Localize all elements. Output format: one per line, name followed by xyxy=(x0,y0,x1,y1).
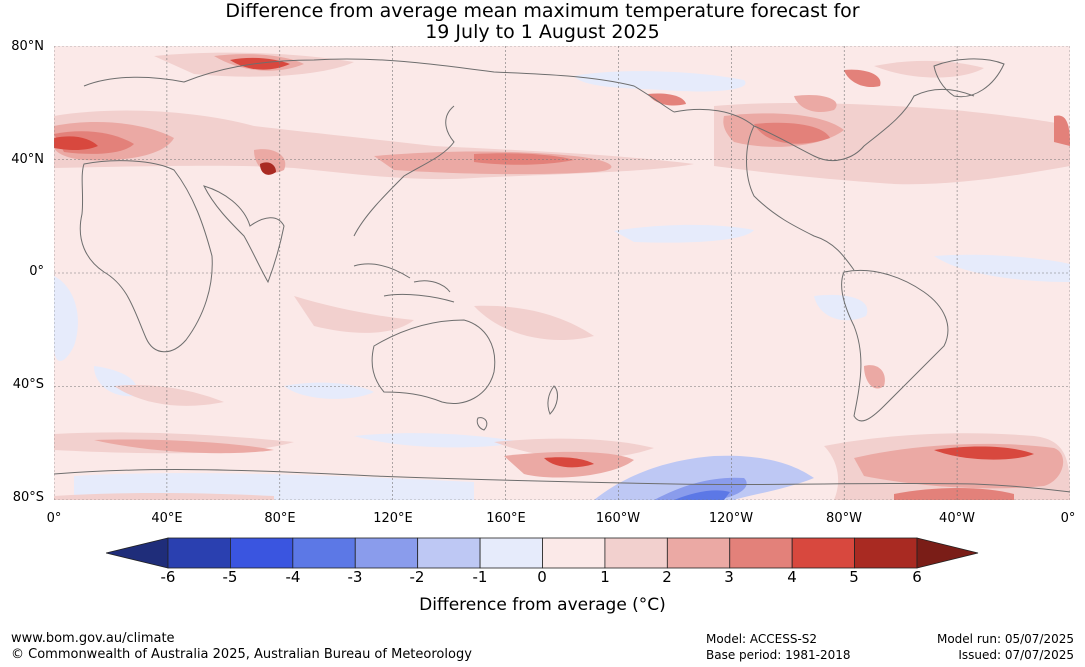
lon-label-0-left: 0° xyxy=(46,511,62,526)
colorbar-bin xyxy=(604,537,668,569)
copyright-text: © Commonwealth of Australia 2025, Austra… xyxy=(11,647,472,662)
colorbar-tick-5: 5 xyxy=(849,568,859,586)
lon-label-160w: 160°W xyxy=(595,511,641,526)
colorbar xyxy=(106,537,979,569)
colorbar-tick-minus2: -2 xyxy=(409,568,425,586)
colorbar-bin xyxy=(230,537,294,569)
colorbar-tick-minus4: -4 xyxy=(285,568,301,586)
colorbar-tick-minus5: -5 xyxy=(222,568,238,586)
anomaly-contours xyxy=(54,52,1070,500)
colorbar-bin xyxy=(729,537,793,569)
colorbar-tick-2: 2 xyxy=(662,568,672,586)
model-text: Model: ACCESS-S2 xyxy=(706,632,818,646)
colorbar-over-arrow xyxy=(916,537,979,569)
colorbar-tick-4: 4 xyxy=(787,568,797,586)
colorbar-bin xyxy=(854,537,918,569)
colorbar-tick-0: 0 xyxy=(537,568,547,586)
lat-label-0: 0° xyxy=(29,264,44,279)
map-title-line-2: 19 July to 1 August 2025 xyxy=(425,21,660,43)
lon-label-80e: 80°E xyxy=(264,511,296,526)
colorbar-bin xyxy=(479,537,543,569)
base-period-text: Base period: 1981-2018 xyxy=(706,648,851,662)
lon-label-160e: 160°E xyxy=(486,511,526,526)
lat-label-40n: 40°N xyxy=(11,152,44,167)
colorbar-bin xyxy=(791,537,855,569)
colorbar-under-arrow xyxy=(106,537,169,569)
lon-label-120w: 120°W xyxy=(708,511,754,526)
coastlines xyxy=(54,58,1070,493)
lat-label-80s: 80°S xyxy=(12,490,44,505)
colorbar-tick-minus3: -3 xyxy=(347,568,363,586)
colorbar-bin xyxy=(354,537,419,569)
colorbar-bin xyxy=(292,537,356,569)
website-text: www.bom.gov.au/climate xyxy=(11,631,175,646)
colorbar-tick-6: 6 xyxy=(912,568,922,586)
colorbar-bin xyxy=(167,537,231,569)
lon-label-40e: 40°E xyxy=(151,511,183,526)
colorbar-label: Difference from average (°C) xyxy=(419,595,666,615)
lat-label-80n: 80°N xyxy=(11,39,44,54)
issued-text: Issued: 07/07/2025 xyxy=(958,648,1074,662)
model-run-text: Model run: 05/07/2025 xyxy=(936,632,1074,646)
graticule xyxy=(54,46,1070,500)
colorbar-tick-1: 1 xyxy=(600,568,610,586)
lat-label-40s: 40°S xyxy=(12,377,44,392)
colorbar-bins xyxy=(167,537,918,569)
colorbar-tick-3: 3 xyxy=(724,568,734,586)
colorbar-tick-minus6: -6 xyxy=(160,568,176,586)
lon-label-120e: 120°E xyxy=(373,511,413,526)
colorbar-bin xyxy=(542,537,606,569)
map-title-line-1: Difference from average mean maximum tem… xyxy=(225,0,860,22)
lon-label-40w: 40°W xyxy=(939,511,975,526)
colorbar-bin xyxy=(417,537,481,569)
colorbar-bin xyxy=(666,537,731,569)
temperature-anomaly-map xyxy=(54,46,1070,500)
lon-label-0-right: 0° xyxy=(1060,511,1076,526)
lon-label-80w: 80°W xyxy=(826,511,862,526)
colorbar-tick-minus1: -1 xyxy=(472,568,488,586)
